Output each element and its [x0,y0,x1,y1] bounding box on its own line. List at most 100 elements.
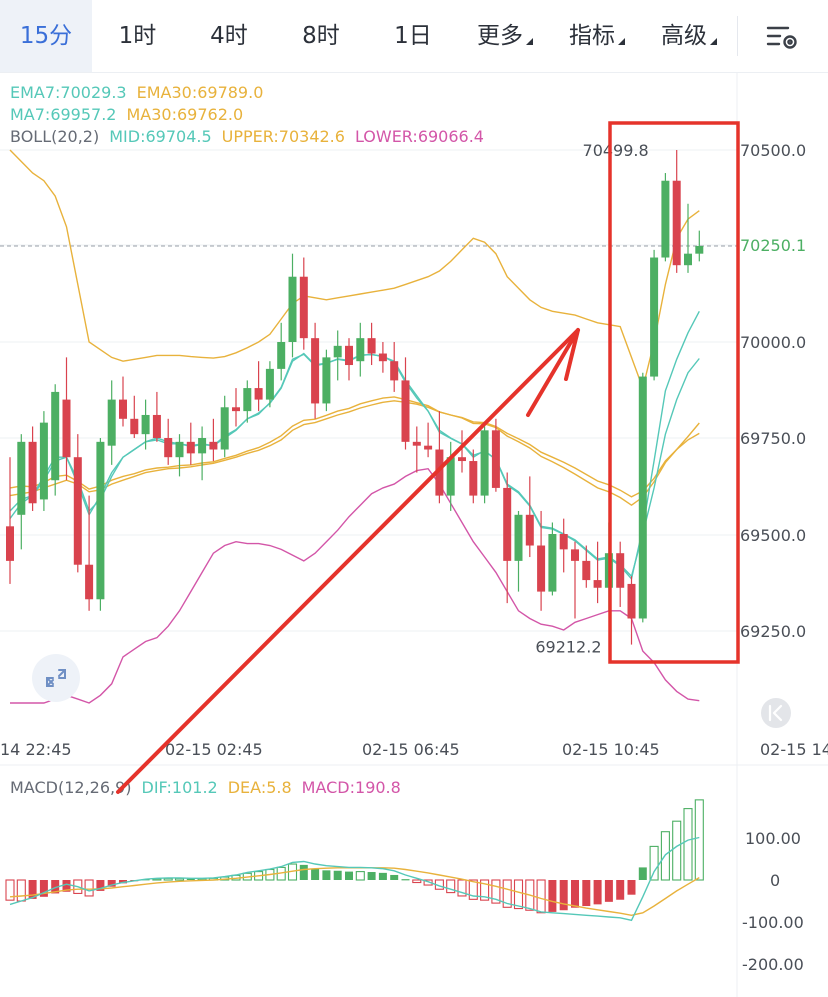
tab-divider [737,16,738,56]
candle [39,411,48,511]
candle [96,438,105,611]
tab-4[interactable]: 8时 [275,0,367,72]
macd-histogram-bar [345,871,353,880]
candle [265,361,274,408]
macd-histogram-bar [96,880,105,891]
chart-settings-icon[interactable] [752,0,810,72]
candle [198,426,207,481]
candle-body [288,276,297,342]
macd-histogram-bar [638,867,647,880]
candle-body [322,357,331,404]
boll-upper-line [9,149,700,391]
price-tick-label: 69250.0 [740,622,806,641]
candle [356,322,365,377]
candle [322,349,331,412]
macd-histogram-bar [378,872,387,880]
price-tick-label: 70000.0 [740,333,806,352]
candle-body [232,407,240,412]
ema7-line [9,310,700,581]
candle [695,230,704,262]
boll-legend-item: LOWER:69066.4 [355,127,484,146]
macd-histogram-bar [186,878,195,880]
macd-histogram-bar [62,880,71,892]
candle [525,476,534,558]
candle [17,434,26,550]
candle [458,430,466,473]
candle-body [514,514,523,561]
candle-body [356,338,365,362]
candle-body [684,253,692,266]
candle [480,426,489,504]
macd-histogram-bar [107,880,116,887]
candle-body [186,441,195,454]
ema-legend-item: EMA30:69789.0 [137,83,264,102]
candle-body [119,399,127,419]
candle [243,380,252,423]
candle-body [537,545,546,592]
macd-histogram-bar [84,879,94,897]
macd-legend-item: MACD:190.8 [302,778,401,797]
expand-chart-button[interactable] [32,654,80,702]
tab-5[interactable]: 1日 [367,0,459,72]
macd-histogram-bar [468,879,478,900]
ma7-line [9,352,700,578]
candle [559,518,568,573]
tab-3[interactable]: 4时 [183,0,275,72]
candle [277,322,286,381]
candle [548,522,557,596]
candle-body [672,180,681,266]
scroll-to-start-button[interactable] [761,698,791,728]
time-axis-label: 14 22:45 [0,740,72,759]
macd-histogram-bar [39,880,48,897]
tab-label: 指标 [569,23,615,49]
candle [152,391,161,442]
candle-body [650,257,659,377]
candle [491,418,500,492]
candle-body [277,342,286,369]
tab-8[interactable]: 高级 [643,0,735,72]
kline-chart[interactable]: 70499.8 69212.2 EMA7:70029.3 EMA30:69789.0… [0,72,828,997]
candle-body [412,441,421,446]
candle [333,330,342,381]
macd-histogram-bar [333,870,342,880]
candle-body [299,276,308,339]
candle-body [480,430,489,496]
macd-histogram-bar [51,880,60,894]
macd-histogram-bar [616,880,625,900]
macd-tick-label: 0 [770,871,780,890]
tab-2[interactable]: 1时 [92,0,183,72]
dropdown-caret-icon [710,38,717,45]
macd-histogram-bar [672,820,682,881]
macd-histogram-bar [119,880,127,884]
candle-body [616,553,625,588]
macd-histogram-bar [16,879,26,902]
candle-body [491,430,500,488]
tab-6[interactable]: 更多 [459,0,551,72]
candle-body [367,338,376,354]
macd-tick-label: -100.00 [742,913,804,932]
tab-1[interactable]: 15分 [0,0,92,72]
tab-label: 1时 [118,23,157,49]
candle [503,472,512,604]
candle [232,388,240,427]
tab-label: 15分 [19,23,73,49]
candle [107,380,116,465]
boll-legend-item: BOLL(20,2) [10,127,99,146]
macd-histogram-bar [480,879,490,901]
candle [593,541,602,604]
candle [186,422,195,465]
candle-body [469,461,478,496]
candle-body [458,457,466,462]
tab-7[interactable]: 指标 [551,0,643,72]
candle [401,357,410,450]
candle-body [96,441,105,600]
macd-histogram-bar [491,879,501,904]
macd-histogram-bar [311,868,320,880]
ema30-line [9,396,700,507]
candle-body [695,246,704,254]
time-axis-label: 02-15 06:45 [362,740,460,759]
candle-body [51,391,60,481]
macd-tick-label: -200.00 [742,955,804,974]
candle [311,322,320,419]
ma-legend-item: MA30:69762.0 [126,105,243,124]
